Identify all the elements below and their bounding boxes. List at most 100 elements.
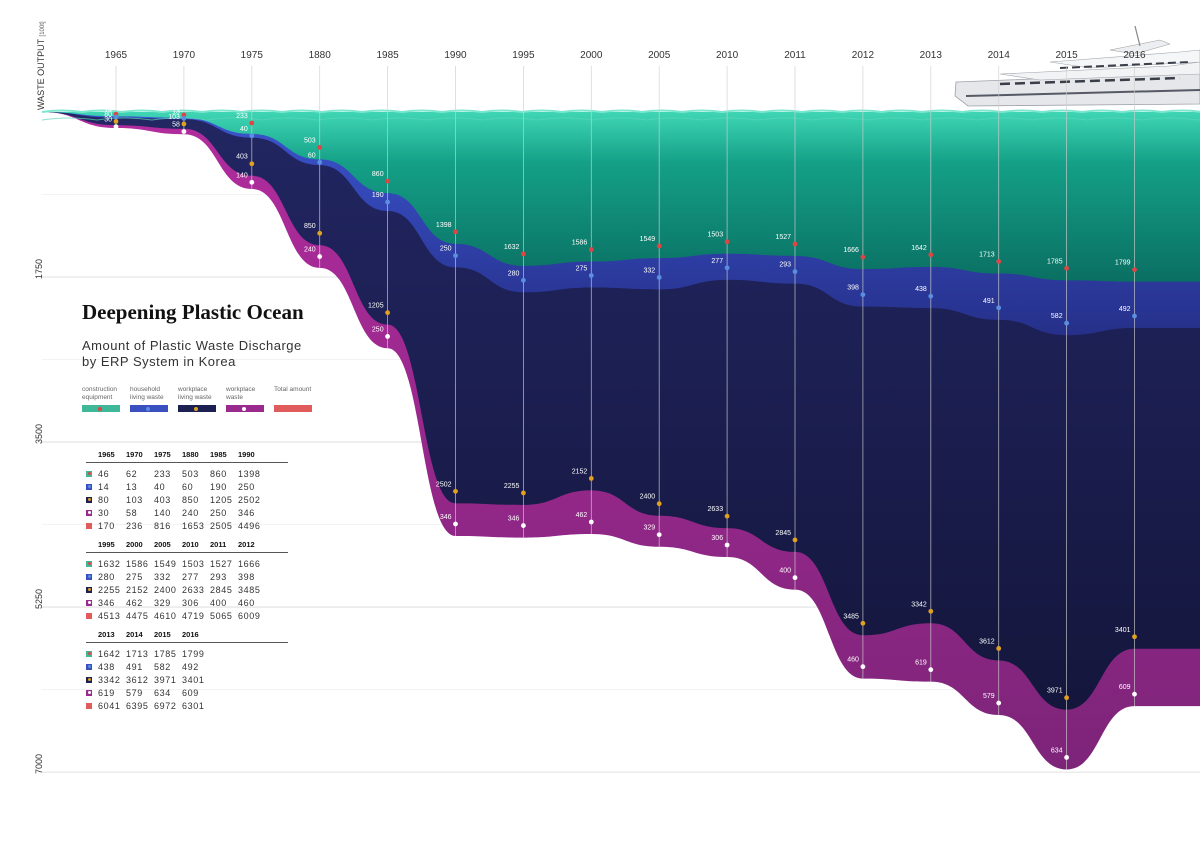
table-cell: 460 (238, 597, 255, 608)
legend-swatch (178, 405, 216, 412)
value-label-workplace-living-1880: 850 (304, 223, 316, 230)
marker-workplace-living-2012 (860, 620, 866, 626)
x-tick-1975: 1975 (241, 50, 264, 61)
marker-household-2014 (996, 305, 1002, 311)
value-label-workplace-living-2013: 3342 (911, 601, 927, 608)
table-cell: 277 (182, 571, 199, 582)
table-cell: 346 (238, 507, 255, 518)
chart-subtitle: Amount of Plastic Waste Discharge by ERP… (82, 338, 302, 369)
x-tick-2015: 2015 (1055, 50, 1078, 61)
table-cell: 2505 (210, 520, 233, 531)
legend-item-2: workplace living waste (178, 386, 216, 412)
legend-label: construction equipment (82, 386, 118, 401)
table-header-cell: 1995 (98, 540, 115, 549)
marker-construction-2012 (860, 254, 866, 260)
table-cell: 329 (154, 597, 171, 608)
data-layers (42, 112, 1200, 770)
table-header-cell: 2015 (154, 630, 171, 639)
marker-household-1965 (113, 114, 119, 120)
table-cell: 3401 (182, 674, 205, 685)
value-label-workplace-waste-1970: 58 (172, 122, 180, 129)
table-cell: 1503 (182, 558, 205, 569)
table-header-cell: 1970 (126, 450, 143, 459)
table-cell: 403 (154, 494, 171, 505)
marker-workplace-living-1965 (113, 119, 119, 124)
x-tick-2005: 2005 (648, 50, 671, 61)
table-cell: 140 (154, 507, 171, 518)
marker-workplace-living-1995 (521, 490, 526, 496)
value-label-workplace-waste-2015: 634 (1051, 747, 1063, 754)
value-label-household-1985: 190 (372, 192, 384, 199)
marker-household-2016 (1132, 313, 1137, 319)
marker-workplace-living-1970 (181, 121, 187, 127)
table-cell: 80 (98, 494, 110, 505)
value-label-workplace-living-2005: 2400 (640, 494, 656, 501)
value-label-construction-1995: 1632 (504, 244, 520, 251)
legend-item-3: workplace waste (226, 386, 264, 412)
table-cell: 5065 (210, 610, 233, 621)
table-cell: 850 (182, 494, 199, 505)
x-tick-1970: 1970 (173, 50, 196, 61)
marker-construction-1970 (181, 112, 187, 118)
legend-item-4: Total amount (274, 386, 312, 412)
table-cell: 2502 (238, 494, 261, 505)
table-cell: 4719 (182, 610, 205, 621)
x-tick-1990: 1990 (444, 50, 467, 61)
value-label-household-1965: 14 (104, 107, 112, 114)
value-label-household-2012: 398 (847, 285, 859, 292)
table-header-cell: 1975 (154, 450, 171, 459)
table-header-cell: 2000 (126, 540, 143, 549)
value-label-workplace-waste-1985: 250 (372, 326, 384, 333)
marker-household-1995 (521, 277, 526, 283)
marker-construction-2016 (1132, 267, 1137, 273)
marker-workplace-waste-2013 (928, 667, 934, 673)
table-cell: 2845 (210, 584, 233, 595)
table-cell: 2400 (154, 584, 177, 595)
value-label-workplace-living-1990: 2502 (436, 481, 452, 488)
legend-swatch (226, 405, 264, 412)
marker-household-1985 (385, 199, 390, 205)
table-cell: 3485 (238, 584, 261, 595)
marker-workplace-living-1975 (249, 161, 255, 167)
table-row: 3342 3612 3971 3401 (86, 673, 288, 686)
value-label-construction-2012: 1666 (843, 247, 859, 254)
value-label-workplace-living-1965: 80 (104, 111, 112, 118)
value-label-household-2010: 277 (711, 258, 723, 265)
marker-construction-1985 (385, 178, 390, 184)
marker-workplace-waste-2012 (860, 664, 866, 670)
marker-workplace-living-1985 (385, 310, 390, 316)
marker-workplace-living-1990 (453, 488, 458, 494)
value-label-workplace-waste-1995: 346 (508, 516, 520, 523)
y-axis-label: WASTE OUTPUT [100t] (36, 21, 46, 110)
value-label-workplace-waste-2011: 400 (779, 568, 791, 575)
table-row-marker (86, 522, 92, 529)
chart-title: Deepening Plastic Ocean (82, 300, 304, 324)
marker-workplace-waste-2015 (1064, 755, 1069, 760)
table-row-marker (86, 689, 92, 696)
table-header-cell: 2012 (238, 540, 255, 549)
value-label-workplace-waste-1975: 140 (236, 172, 248, 179)
x-tick-1985: 1985 (376, 50, 399, 61)
value-label-workplace-living-1970: 103 (168, 114, 180, 121)
y-tick-1750: 1750 (34, 258, 44, 280)
x-tick-2012: 2012 (852, 50, 875, 61)
table-row-marker (86, 663, 92, 670)
table-cell: 1785 (154, 648, 177, 659)
table-cell: 619 (98, 687, 115, 698)
table-row-marker (86, 496, 92, 503)
table-cell: 62 (126, 468, 138, 479)
legend-swatch (274, 405, 312, 412)
value-label-workplace-living-2011: 2845 (775, 530, 791, 537)
table-cell: 1586 (126, 558, 149, 569)
value-label-workplace-waste-2013: 619 (915, 660, 927, 667)
marker-construction-2005 (656, 243, 662, 249)
table-cell: 250 (238, 481, 255, 492)
marker-workplace-living-2010 (724, 513, 730, 519)
value-label-construction-2011: 1527 (775, 234, 791, 241)
value-label-construction-2014: 1713 (979, 252, 995, 259)
value-label-workplace-living-1985: 1205 (368, 303, 384, 310)
year-lines (115, 66, 1135, 770)
table-cell: 250 (210, 507, 227, 518)
table-header-cell: 2010 (182, 540, 199, 549)
marker-workplace-waste-2000 (588, 519, 594, 525)
